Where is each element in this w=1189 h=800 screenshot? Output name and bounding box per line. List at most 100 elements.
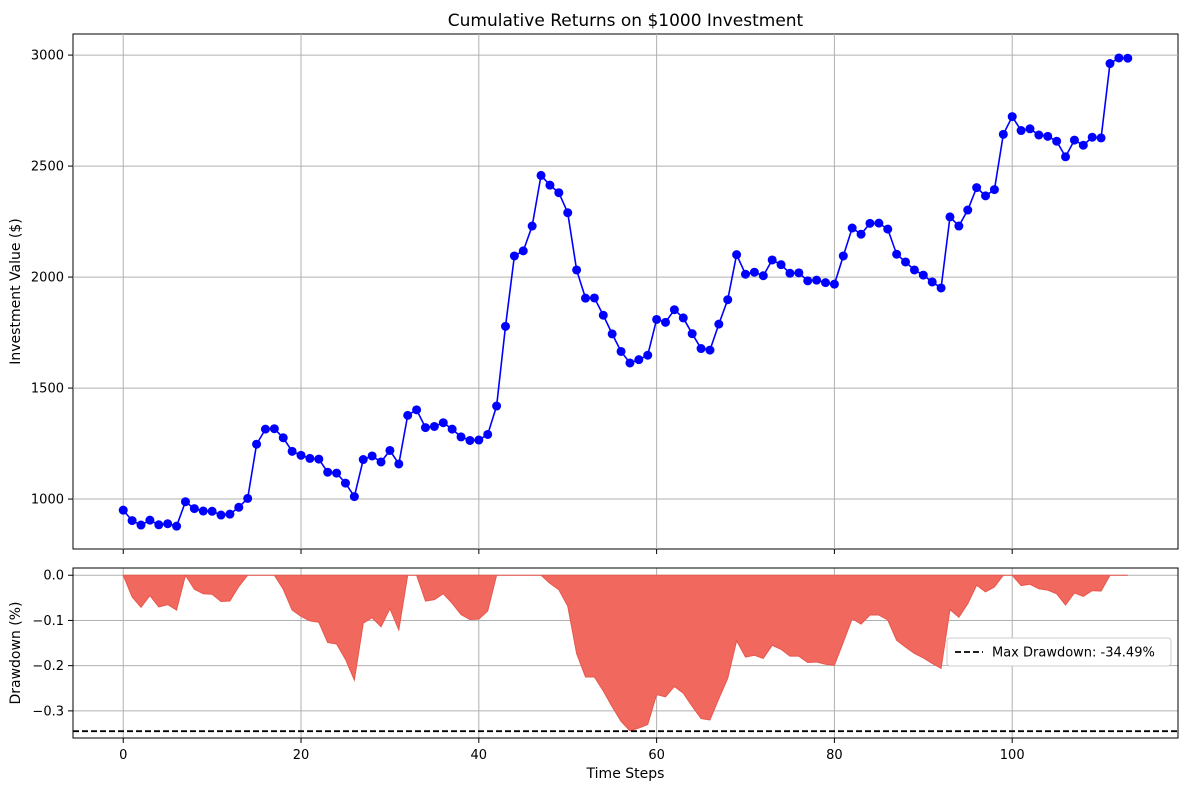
investment-point-71 (749, 267, 759, 277)
cumulative-returns-panel: 1000 1500 2000 2500 3000 Cumulative Returns … (8, 11, 1179, 554)
investment-point-87 (892, 249, 902, 259)
investment-point-43 (500, 321, 510, 331)
investment-point-14 (243, 493, 253, 503)
investment-point-73 (767, 255, 777, 265)
investment-point-85 (874, 218, 884, 228)
investment-point-1 (127, 516, 137, 526)
bottom-y-ticks: 0.0 −0.1 −0.2 −0.3 (32, 569, 73, 719)
investment-point-49 (554, 188, 564, 198)
investment-point-90 (918, 270, 928, 280)
investment-point-62 (669, 305, 679, 315)
investment-point-23 (323, 467, 333, 477)
investment-point-95 (963, 205, 973, 215)
top-grid (73, 34, 1178, 549)
investment-point-105 (1052, 136, 1062, 146)
investment-point-17 (269, 424, 279, 434)
investment-point-102 (1025, 124, 1035, 134)
drawdown-area (122, 573, 1128, 732)
investment-point-113 (1123, 53, 1133, 63)
investment-point-2 (136, 520, 146, 530)
investment-point-44 (509, 251, 519, 261)
bottom-x-tick-label-0: 0 (119, 748, 127, 763)
investment-point-36 (438, 418, 448, 428)
investment-point-64 (687, 329, 697, 339)
investment-point-18 (278, 433, 288, 443)
investment-point-13 (234, 502, 244, 512)
investment-point-15 (252, 439, 262, 449)
investment-point-107 (1069, 135, 1079, 145)
investment-point-45 (518, 246, 528, 256)
investment-point-100 (1007, 112, 1017, 122)
investment-point-30 (385, 445, 395, 455)
investment-point-81 (838, 251, 848, 261)
investment-point-51 (572, 265, 582, 275)
investment-value-line (122, 57, 1128, 528)
investment-point-75 (785, 268, 795, 278)
investment-point-0 (118, 505, 128, 515)
investment-point-104 (1043, 131, 1053, 141)
investment-point-108 (1078, 140, 1088, 150)
investment-point-88 (901, 257, 911, 267)
investment-point-110 (1096, 133, 1106, 143)
investment-value-series (118, 53, 1133, 531)
legend-box (946, 637, 1172, 667)
investment-point-84 (865, 218, 875, 228)
investment-point-68 (723, 295, 733, 305)
investment-point-96 (972, 183, 982, 193)
investment-point-48 (545, 180, 555, 190)
investment-point-7 (180, 497, 190, 507)
investment-point-61 (661, 317, 670, 327)
investment-point-55 (607, 329, 617, 339)
investment-point-112 (1114, 53, 1124, 63)
investment-point-82 (847, 223, 857, 233)
investment-point-91 (927, 277, 937, 287)
investment-point-16 (260, 424, 270, 434)
drawdown-panel: 0.0−0.1−0.2−0.3 0 20 40 60 80 100 Time Steps … (8, 567, 1179, 782)
investment-point-20 (296, 450, 306, 460)
investment-point-69 (732, 250, 742, 260)
investment-point-70 (741, 269, 751, 279)
investment-point-86 (883, 224, 893, 234)
investment-point-47 (536, 170, 546, 180)
investment-point-8 (189, 504, 199, 514)
investment-point-89 (909, 265, 919, 275)
investment-point-38 (456, 432, 466, 442)
investment-point-40 (474, 435, 484, 445)
investment-point-21 (305, 453, 315, 463)
bottom-y-tick-label-0: 0.0 (43, 569, 64, 584)
investment-point-92 (936, 283, 946, 293)
drawdown-series (122, 573, 1128, 732)
investment-point-5 (163, 519, 173, 529)
investment-point-67 (714, 319, 724, 329)
investment-point-33 (412, 405, 422, 415)
investment-point-56 (616, 346, 626, 356)
legend: Max Drawdown: -34.49% (946, 637, 1172, 667)
investment-point-10 (207, 506, 217, 516)
investment-point-39 (465, 435, 475, 445)
bottom-x-axis-label: Time Steps (586, 766, 665, 782)
investment-point-26 (349, 492, 359, 502)
investment-point-52 (581, 293, 590, 303)
investment-point-98 (989, 185, 999, 195)
top-plot-frame (72, 33, 1179, 550)
chart-title: Cumulative Returns on $1000 Investment (448, 11, 804, 31)
bottom-y-tick-label-1: −0.1 (32, 614, 64, 629)
investment-point-103 (1034, 130, 1044, 140)
investment-point-78 (812, 275, 822, 285)
investment-point-66 (705, 345, 715, 355)
investment-point-57 (625, 358, 635, 368)
investment-point-12 (225, 509, 235, 519)
investment-point-25 (340, 478, 350, 488)
investment-point-65 (696, 344, 706, 354)
investment-point-53 (589, 293, 599, 303)
investment-point-99 (998, 129, 1008, 139)
top-y-ticks: 1000 1500 2000 2500 3000 (31, 49, 73, 508)
bottom-y-axis-label: Drawdown (%) (8, 601, 24, 704)
investment-point-97 (981, 191, 991, 201)
investment-point-63 (678, 313, 688, 323)
investment-point-9 (198, 506, 208, 516)
investment-point-106 (1061, 152, 1071, 162)
investment-point-19 (287, 446, 297, 456)
investment-point-94 (954, 221, 964, 231)
investment-point-37 (447, 424, 457, 434)
